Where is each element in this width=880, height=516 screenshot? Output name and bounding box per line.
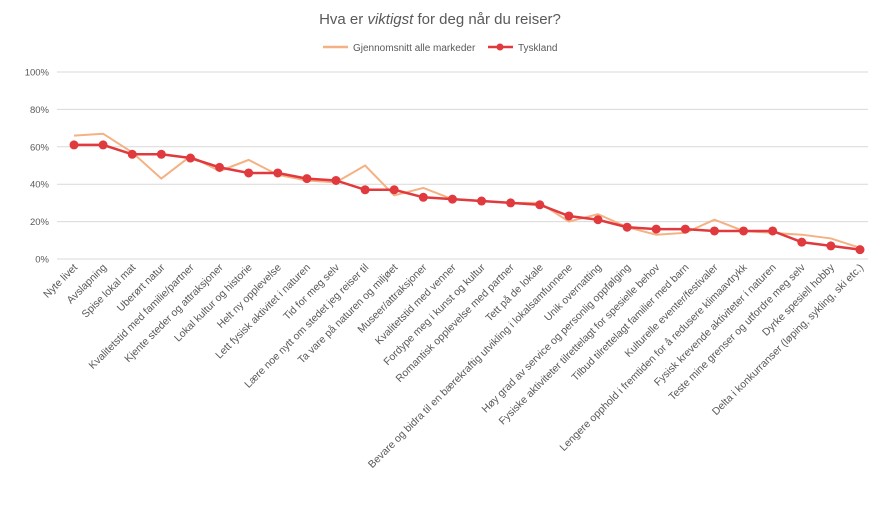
data-point (768, 226, 778, 236)
legend-marker-tyskland (496, 43, 504, 51)
y-tick-label: 100% (25, 68, 50, 79)
data-point (535, 200, 545, 210)
y-tick-label: 80% (30, 105, 50, 116)
data-point (680, 224, 690, 234)
data-point (564, 211, 574, 221)
data-point (855, 245, 865, 255)
data-point (709, 226, 719, 236)
data-point (593, 215, 603, 225)
data-point (418, 192, 428, 202)
data-point (447, 194, 457, 204)
data-point (651, 224, 661, 234)
data-point (98, 140, 108, 150)
data-point (477, 196, 487, 206)
data-point (506, 198, 516, 208)
y-tick-label: 60% (30, 142, 50, 153)
data-point (331, 175, 341, 185)
data-point (127, 149, 137, 159)
series-line-tyskland (74, 143, 861, 251)
legend: Gjennomsnitt alle markeder Tyskland (323, 43, 557, 54)
data-point (215, 162, 225, 172)
data-point (185, 153, 195, 163)
data-point (360, 185, 370, 195)
chart-title: Hva er viktigst for deg når du reiser? (319, 11, 561, 28)
data-point (302, 174, 312, 184)
data-point (797, 237, 807, 247)
data-point (826, 241, 836, 251)
data-point (244, 168, 254, 178)
data-point (622, 222, 632, 232)
data-point (739, 226, 749, 236)
data-point (156, 149, 166, 159)
y-tick-label: 20% (30, 217, 50, 228)
data-point (273, 168, 283, 178)
legend-label-average: Gjennomsnitt alle markeder (353, 43, 476, 54)
data-point (389, 185, 399, 195)
y-tick-label: 40% (30, 180, 50, 191)
legend-label-tyskland: Tyskland (518, 43, 557, 54)
y-tick-label: 0% (35, 255, 49, 266)
data-point (69, 140, 79, 150)
